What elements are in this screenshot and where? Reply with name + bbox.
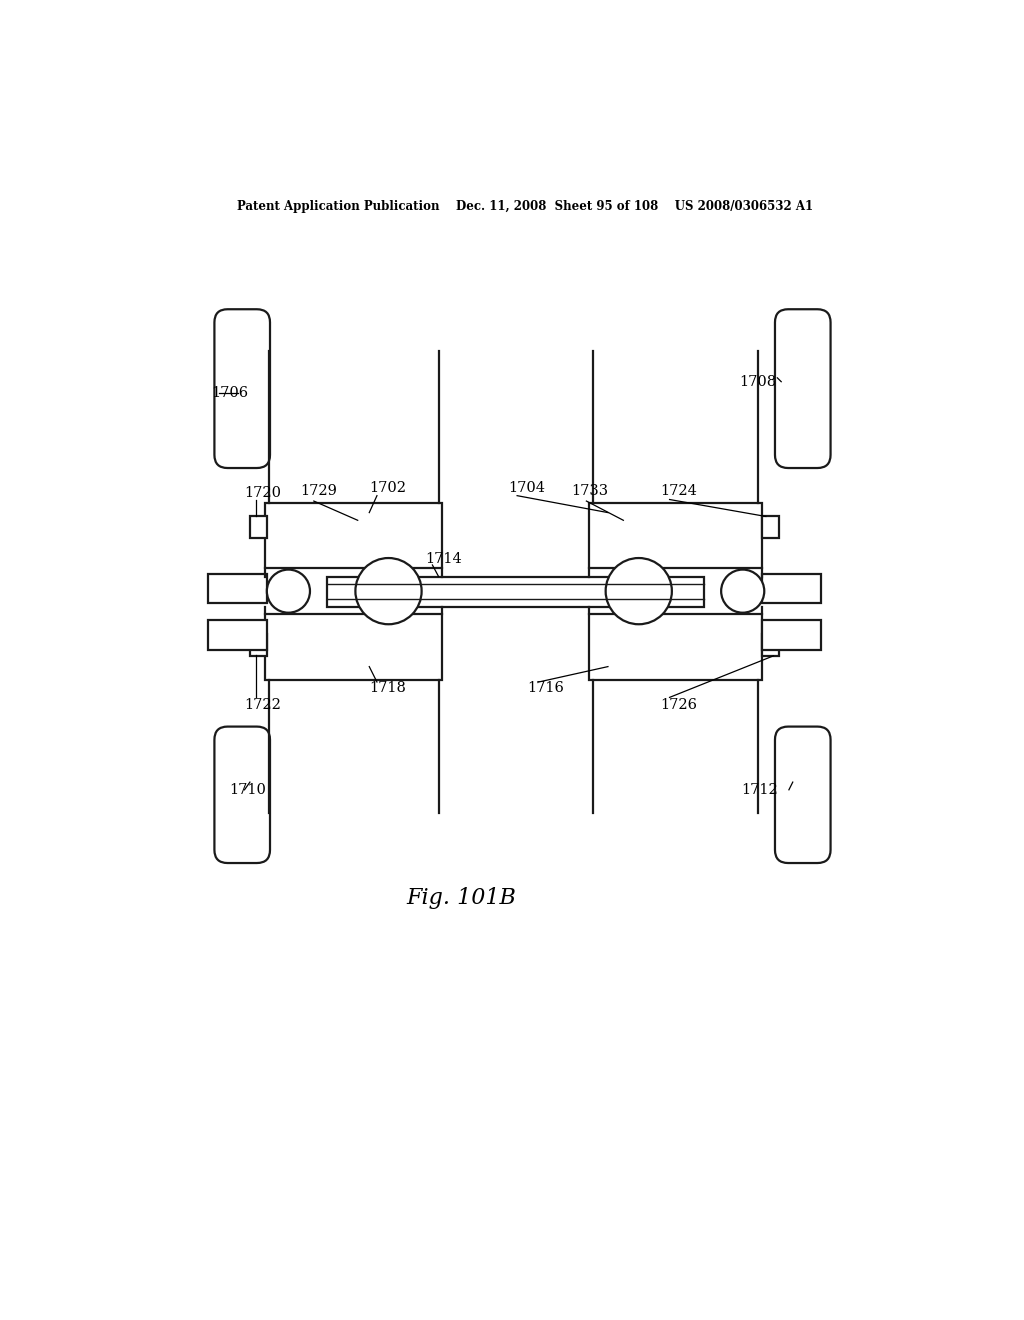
Bar <box>762 635 779 656</box>
Bar <box>589 503 762 568</box>
Bar <box>250 635 267 656</box>
Text: 1710: 1710 <box>229 783 266 797</box>
Text: Patent Application Publication    Dec. 11, 2008  Sheet 95 of 108    US 2008/0306: Patent Application Publication Dec. 11, … <box>237 199 813 213</box>
Text: 1729: 1729 <box>300 484 337 498</box>
Text: 1714: 1714 <box>425 552 462 566</box>
Text: 1726: 1726 <box>660 698 697 711</box>
FancyBboxPatch shape <box>775 309 830 469</box>
FancyBboxPatch shape <box>214 309 270 469</box>
Bar <box>762 620 821 649</box>
Bar <box>762 516 779 539</box>
FancyBboxPatch shape <box>214 726 270 863</box>
Bar <box>208 574 267 603</box>
Text: 1702: 1702 <box>370 480 407 495</box>
Circle shape <box>721 570 764 612</box>
Text: 1712: 1712 <box>741 783 778 797</box>
Text: 1716: 1716 <box>527 681 564 696</box>
Text: 1708: 1708 <box>739 375 776 388</box>
Text: Fig. 101B: Fig. 101B <box>407 887 516 908</box>
Text: 1733: 1733 <box>571 484 608 498</box>
Text: 1724: 1724 <box>660 484 697 498</box>
Text: 1706: 1706 <box>211 387 249 400</box>
Circle shape <box>605 558 672 624</box>
Bar <box>265 614 442 681</box>
Text: 1718: 1718 <box>370 681 407 696</box>
Bar <box>208 620 267 649</box>
Text: 1704: 1704 <box>508 480 545 495</box>
Bar <box>589 614 762 681</box>
Circle shape <box>355 558 422 624</box>
Circle shape <box>267 570 310 612</box>
Bar <box>250 516 267 539</box>
Bar <box>762 574 821 603</box>
Bar <box>265 503 442 568</box>
Bar <box>327 577 705 607</box>
Text: 1722: 1722 <box>245 698 282 711</box>
Text: 1720: 1720 <box>245 486 282 500</box>
FancyBboxPatch shape <box>775 726 830 863</box>
